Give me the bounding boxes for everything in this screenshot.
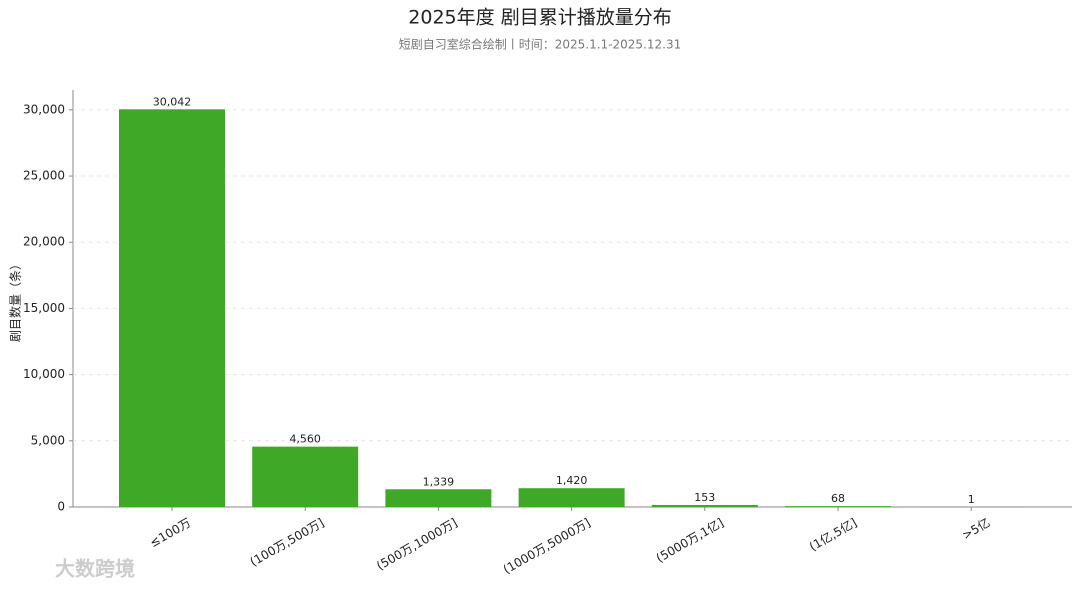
value-label: 1,339 bbox=[423, 475, 455, 488]
bar bbox=[252, 446, 359, 507]
y-tick-label: 10,000 bbox=[23, 367, 65, 381]
value-label: 4,560 bbox=[289, 433, 321, 446]
y-tick-label: 20,000 bbox=[23, 235, 65, 249]
x-tick-label: (500万,1000万] bbox=[374, 516, 459, 573]
y-tick-label: 5,000 bbox=[31, 433, 65, 447]
y-tick-label: 30,000 bbox=[23, 102, 65, 116]
chart-title: 2025年度 剧目累计播放量分布 bbox=[408, 7, 671, 29]
x-tick-label: >5亿 bbox=[959, 515, 992, 543]
value-label: 30,042 bbox=[153, 95, 192, 108]
x-tick-label: (5000万,1亿] bbox=[653, 515, 726, 566]
value-label: 153 bbox=[694, 491, 715, 504]
bar bbox=[518, 488, 625, 507]
y-axis-label: 剧目数量（条） bbox=[8, 258, 23, 342]
y-tick-label: 25,000 bbox=[23, 169, 65, 183]
value-label: 1,420 bbox=[556, 474, 588, 487]
value-label: 1 bbox=[968, 493, 975, 506]
bar bbox=[651, 504, 758, 507]
x-tick-label: (1亿,5亿] bbox=[806, 515, 859, 554]
watermark: 大数跨境 bbox=[55, 557, 135, 581]
x-tick-label: (1000万,5000万] bbox=[501, 516, 593, 577]
x-tick-label: (100万,500万] bbox=[248, 516, 327, 570]
value-label: 68 bbox=[831, 492, 845, 505]
bar bbox=[385, 489, 492, 507]
y-tick-label: 15,000 bbox=[23, 301, 65, 315]
bar bbox=[119, 109, 225, 507]
chart-subtitle: 短剧自习室综合绘制丨时间：2025.1.1-2025.12.31 bbox=[399, 37, 681, 52]
y-tick-label: 0 bbox=[57, 500, 65, 514]
x-tick-label: ≤100万 bbox=[147, 516, 193, 551]
bar bbox=[785, 506, 891, 507]
